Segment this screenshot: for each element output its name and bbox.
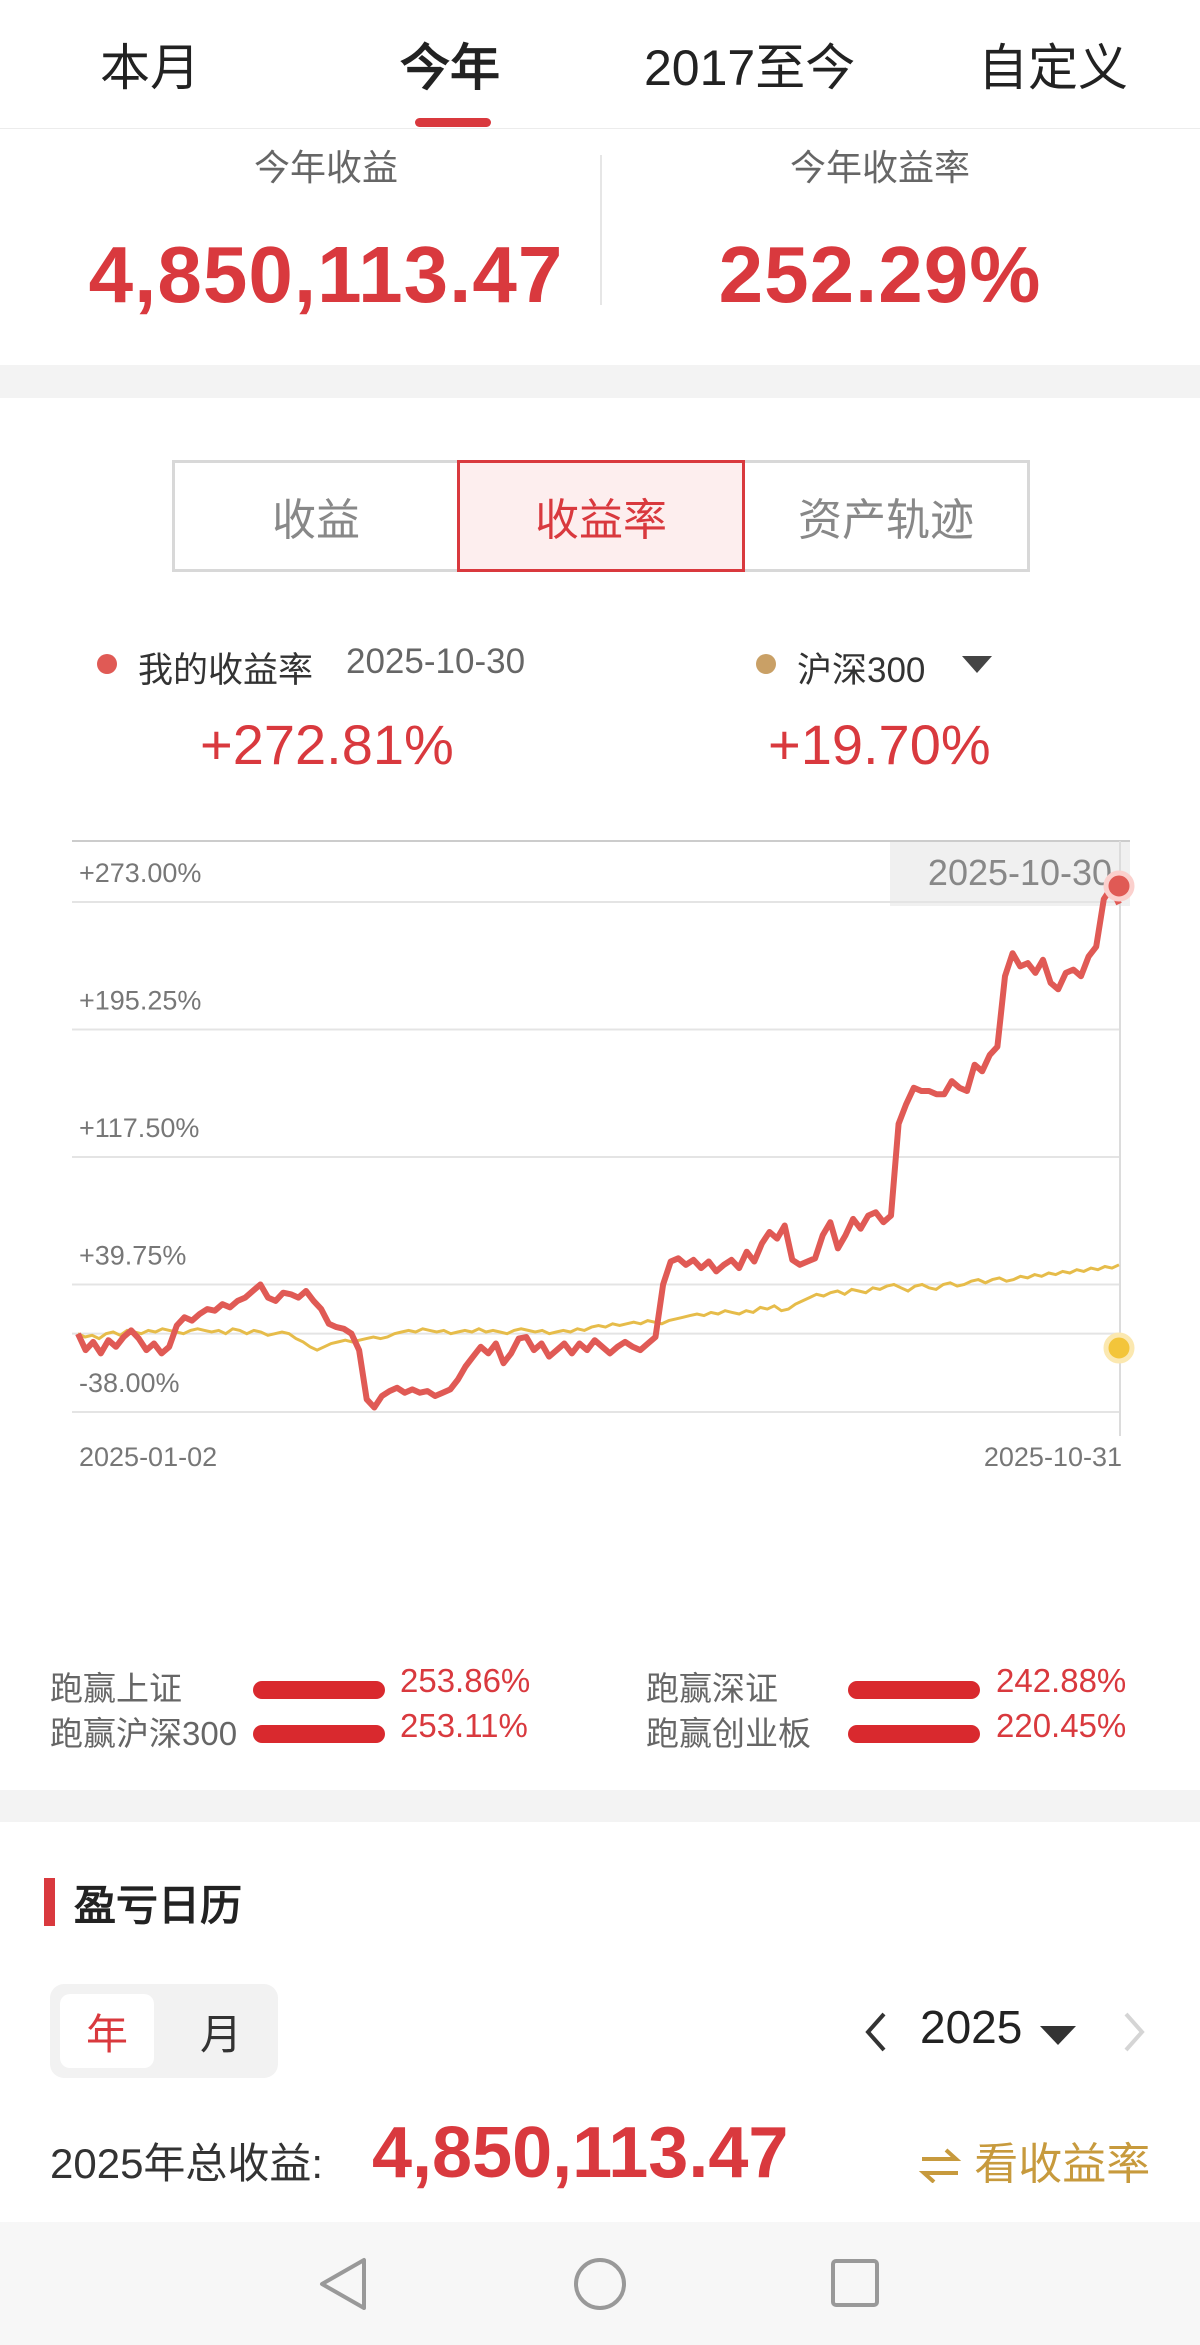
beat-csi300-value: 253.11% xyxy=(400,1707,528,1744)
pnl-calendar-section: 盈亏日历 年 月 2025 2025年总收益: 4,850,113.47 看收益… xyxy=(0,1822,1200,2222)
summary-divider xyxy=(600,155,602,305)
calendar-period-toggle: 年 月 xyxy=(50,1984,278,2078)
beat-shenzhen-bar xyxy=(848,1681,980,1699)
section-accent-bar xyxy=(44,1878,55,1926)
active-tab-indicator xyxy=(415,118,491,127)
view-rate-link[interactable]: 看收益率 xyxy=(918,2128,1150,2192)
beat-chinext-bar xyxy=(848,1725,980,1743)
segment-asset-track[interactable]: 资产轨迹 xyxy=(798,496,974,545)
tab-custom[interactable]: 自定义 xyxy=(978,40,1128,96)
prev-year-chevron-icon[interactable] xyxy=(864,2012,888,2052)
toggle-year[interactable]: 年 xyxy=(60,1994,154,2068)
beat-shanghai-value: 253.86% xyxy=(400,1662,531,1699)
chart-mode-segmented-control: 收益 收益率 资产轨迹 xyxy=(172,460,1030,572)
y-tick-label: -38.00% xyxy=(79,1368,180,1398)
segment-profit[interactable]: 收益 xyxy=(272,496,360,545)
year-rate-label: 今年收益率 xyxy=(789,147,970,188)
year-profit-label: 今年收益 xyxy=(253,147,398,188)
year-dropdown-icon[interactable] xyxy=(1040,2024,1076,2046)
tab-this-year[interactable]: 今年 xyxy=(400,40,500,96)
recents-square-icon[interactable] xyxy=(830,2258,880,2308)
year-selector[interactable]: 2025 xyxy=(920,2001,1023,2053)
benchmark-dot-icon xyxy=(756,654,776,674)
x-tick-end: 2025-10-31 xyxy=(984,1442,1122,1472)
home-circle-icon[interactable] xyxy=(572,2256,628,2312)
beat-csi300-label: 跑赢沪深300 xyxy=(50,1715,238,1752)
my-rate-series-line xyxy=(75,884,1122,1411)
chart-tooltip-date: 2025-10-30 xyxy=(928,852,1112,893)
toggle-month[interactable]: 月 xyxy=(199,2010,242,2058)
beat-chinext-value: 220.45% xyxy=(996,1707,1127,1744)
my-rate-dot-icon xyxy=(97,654,117,674)
year-total-label: 2025年总收益: xyxy=(50,2140,324,2187)
y-tick-label: +273.00% xyxy=(79,858,201,888)
back-triangle-icon[interactable] xyxy=(318,2256,368,2312)
return-rate-chart[interactable]: +273.00% +195.25% +117.50% +39.75% -38.00% 2… xyxy=(0,818,1200,1558)
year-rate-value: 252.29% xyxy=(718,230,1042,319)
x-tick-start: 2025-01-02 xyxy=(79,1442,217,1472)
tab-this-month[interactable]: 本月 xyxy=(100,40,200,96)
summary-panel: 今年收益 4,850,113.47 今年收益率 252.29% xyxy=(0,129,1200,365)
calendar-title: 盈亏日历 xyxy=(74,1882,243,1929)
y-tick-label: +117.50% xyxy=(79,1113,199,1143)
swap-arrows-icon xyxy=(918,2148,962,2184)
tab-since-2017[interactable]: 2017至今 xyxy=(644,40,856,96)
beat-shanghai-bar xyxy=(253,1681,385,1699)
benchmark-dropdown-icon[interactable] xyxy=(962,654,992,674)
benchmark-end-marker xyxy=(1103,1332,1135,1364)
period-tab-bar: 本月 今年 2017至今 自定义 xyxy=(0,0,1200,129)
my-rate-label: 我的收益率 xyxy=(138,651,314,690)
beat-chinext-label: 跑赢创业板 xyxy=(646,1715,811,1752)
next-year-chevron-icon[interactable] xyxy=(1122,2012,1146,2052)
year-total-value: 4,850,113.47 xyxy=(372,2113,789,2193)
year-profit-value: 4,850,113.47 xyxy=(88,230,564,319)
segment-return-rate[interactable]: 收益率 xyxy=(457,460,745,572)
my-rate-value: +272.81% xyxy=(200,713,454,776)
my-rate-end-marker xyxy=(1103,870,1135,902)
my-rate-date: 2025-10-30 xyxy=(346,642,526,681)
beat-csi300-bar xyxy=(253,1725,385,1743)
view-rate-label: 看收益率 xyxy=(974,2140,1151,2189)
chart-card: 收益 收益率 资产轨迹 我的收益率 2025-10-30 +272.81% 沪深… xyxy=(0,398,1200,1790)
benchmark-value: +19.70% xyxy=(768,713,991,776)
chart-tooltip-box xyxy=(890,840,1130,906)
y-tick-label: +39.75% xyxy=(79,1241,186,1271)
system-navigation-bar xyxy=(0,2222,1200,2345)
beat-shenzhen-value: 242.88% xyxy=(996,1662,1127,1699)
y-tick-label: +195.25% xyxy=(79,986,201,1016)
benchmark-series-line xyxy=(77,1263,1120,1352)
benchmark-selector[interactable]: 沪深300 xyxy=(797,651,926,690)
beat-shenzhen-label: 跑赢深证 xyxy=(646,1670,778,1707)
beat-shanghai-label: 跑赢上证 xyxy=(50,1670,182,1707)
